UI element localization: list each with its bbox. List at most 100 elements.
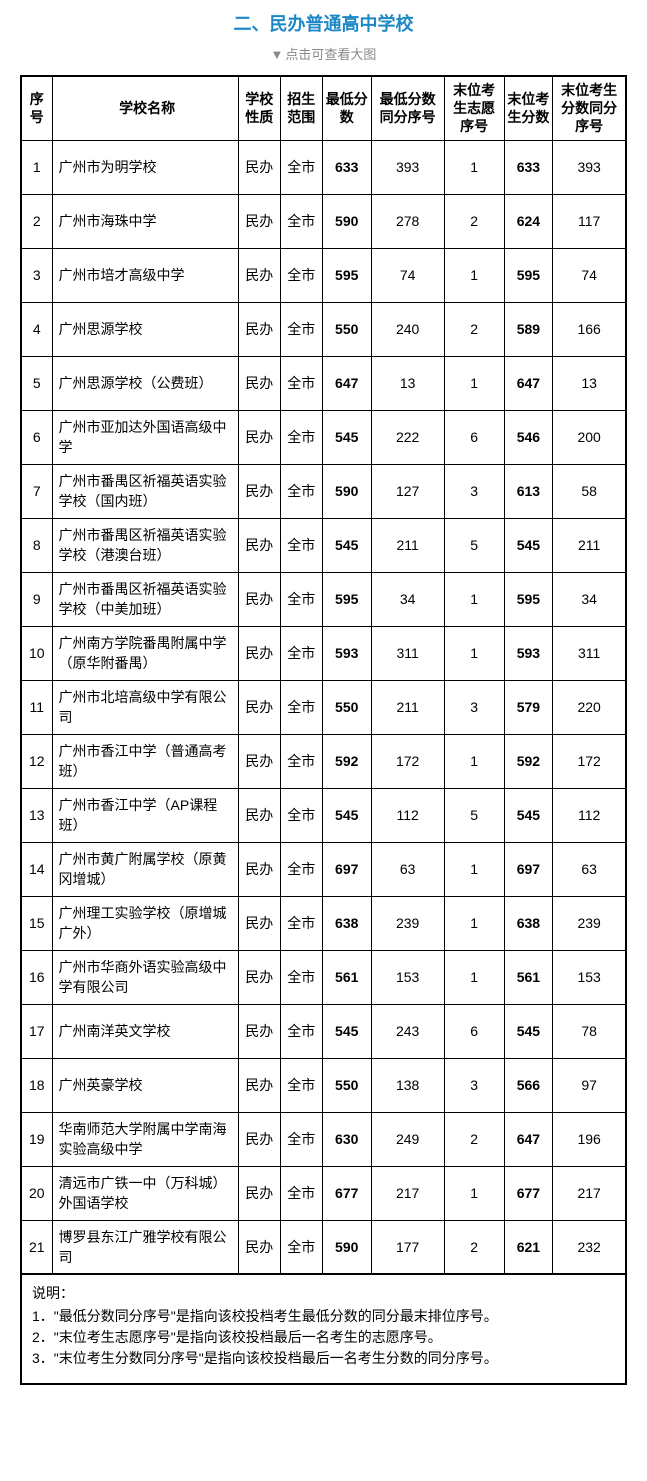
table-row: 5广州思源学校（公费班）民办全市64713164713 xyxy=(21,356,626,410)
table-cell: 民办 xyxy=(238,950,280,1004)
table-cell: 广州市黄广附属学校（原黄冈增城） xyxy=(52,842,238,896)
table-cell: 12 xyxy=(21,734,52,788)
table-cell: 311 xyxy=(371,626,444,680)
table-cell: 民办 xyxy=(238,896,280,950)
table-cell: 民办 xyxy=(238,1004,280,1058)
table-cell: 595 xyxy=(504,572,553,626)
table-cell: 550 xyxy=(322,302,371,356)
table-cell: 177 xyxy=(371,1220,444,1274)
table-cell: 全市 xyxy=(280,842,322,896)
table-cell: 全市 xyxy=(280,1058,322,1112)
table-cell: 广州英豪学校 xyxy=(52,1058,238,1112)
table-cell: 633 xyxy=(322,140,371,194)
table-cell: 561 xyxy=(322,950,371,1004)
table-cell: 647 xyxy=(504,356,553,410)
table-cell: 647 xyxy=(504,1112,553,1166)
table-cell: 全市 xyxy=(280,1112,322,1166)
table-cell: 民办 xyxy=(238,194,280,248)
table-cell: 8 xyxy=(21,518,52,572)
notes-section: 说明： 1．"最低分数同分序号"是指向该校投档考生最低分数的同分最末排位序号。 … xyxy=(20,1275,627,1385)
table-cell: 613 xyxy=(504,464,553,518)
header-minrank: 最低分数同分序号 xyxy=(371,76,444,140)
table-row: 3广州市培才高级中学民办全市59574159574 xyxy=(21,248,626,302)
table-cell: 630 xyxy=(322,1112,371,1166)
table-cell: 民办 xyxy=(238,680,280,734)
table-cell: 638 xyxy=(504,896,553,950)
table-cell: 全市 xyxy=(280,518,322,572)
subtitle-hint[interactable]: 点击可查看大图 xyxy=(20,44,627,63)
table-cell: 19 xyxy=(21,1112,52,1166)
table-cell: 5 xyxy=(444,518,504,572)
table-cell: 全市 xyxy=(280,1004,322,1058)
table-cell: 550 xyxy=(322,1058,371,1112)
table-cell: 广州市亚加达外国语高级中学 xyxy=(52,410,238,464)
table-cell: 590 xyxy=(322,464,371,518)
table-cell: 1 xyxy=(444,842,504,896)
table-cell: 11 xyxy=(21,680,52,734)
table-cell: 1 xyxy=(444,1166,504,1220)
table-cell: 638 xyxy=(322,896,371,950)
table-cell: 20 xyxy=(21,1166,52,1220)
table-cell: 民办 xyxy=(238,788,280,842)
table-cell: 595 xyxy=(504,248,553,302)
table-cell: 278 xyxy=(371,194,444,248)
table-cell: 2 xyxy=(444,1220,504,1274)
table-cell: 15 xyxy=(21,896,52,950)
table-cell: 全市 xyxy=(280,464,322,518)
table-cell: 广州市为明学校 xyxy=(52,140,238,194)
table-cell: 112 xyxy=(553,788,626,842)
table-cell: 广州市香江中学（普通高考班） xyxy=(52,734,238,788)
schools-table: 序号 学校名称 学校性质 招生范围 最低分数 最低分数同分序号 末位考生志愿序号… xyxy=(20,75,627,1275)
table-cell: 广州思源学校（公费班） xyxy=(52,356,238,410)
table-cell: 民办 xyxy=(238,842,280,896)
table-cell: 1 xyxy=(444,356,504,410)
table-header-row: 序号 学校名称 学校性质 招生范围 最低分数 最低分数同分序号 末位考生志愿序号… xyxy=(21,76,626,140)
table-row: 8广州市番禺区祈福英语实验学校（港澳台班）民办全市5452115545211 xyxy=(21,518,626,572)
table-cell: 590 xyxy=(322,194,371,248)
table-cell: 590 xyxy=(322,1220,371,1274)
table-cell: 1 xyxy=(444,896,504,950)
table-cell: 14 xyxy=(21,842,52,896)
table-cell: 广州市北培高级中学有限公司 xyxy=(52,680,238,734)
table-cell: 广州市番禺区祈福英语实验学校（中美加班） xyxy=(52,572,238,626)
table-cell: 广州市番禺区祈福英语实验学校（国内班） xyxy=(52,464,238,518)
table-cell: 1 xyxy=(444,248,504,302)
table-cell: 545 xyxy=(504,518,553,572)
table-cell: 647 xyxy=(322,356,371,410)
table-cell: 249 xyxy=(371,1112,444,1166)
table-cell: 1 xyxy=(444,572,504,626)
table-row: 20清远市广铁一中（万科城）外国语学校民办全市6772171677217 xyxy=(21,1166,626,1220)
table-row: 15广州理工实验学校（原增城广外）民办全市6382391638239 xyxy=(21,896,626,950)
table-cell: 561 xyxy=(504,950,553,1004)
table-row: 10广州南方学院番禺附属中学（原华附番禺）民办全市5933111593311 xyxy=(21,626,626,680)
table-cell: 566 xyxy=(504,1058,553,1112)
table-cell: 全市 xyxy=(280,680,322,734)
table-cell: 4 xyxy=(21,302,52,356)
table-cell: 217 xyxy=(553,1166,626,1220)
table-cell: 220 xyxy=(553,680,626,734)
table-cell: 112 xyxy=(371,788,444,842)
table-cell: 全市 xyxy=(280,140,322,194)
table-cell: 34 xyxy=(553,572,626,626)
table-row: 2广州市海珠中学民办全市5902782624117 xyxy=(21,194,626,248)
table-cell: 全市 xyxy=(280,896,322,950)
table-cell: 1 xyxy=(444,950,504,1004)
table-cell: 697 xyxy=(322,842,371,896)
table-cell: 621 xyxy=(504,1220,553,1274)
table-row: 4广州思源学校民办全市5502402589166 xyxy=(21,302,626,356)
table-cell: 10 xyxy=(21,626,52,680)
table-cell: 全市 xyxy=(280,950,322,1004)
table-cell: 7 xyxy=(21,464,52,518)
table-cell: 全市 xyxy=(280,356,322,410)
table-cell: 民办 xyxy=(238,464,280,518)
table-cell: 546 xyxy=(504,410,553,464)
table-cell: 全市 xyxy=(280,410,322,464)
table-cell: 全市 xyxy=(280,788,322,842)
table-cell: 172 xyxy=(371,734,444,788)
table-cell: 1 xyxy=(444,734,504,788)
table-cell: 2 xyxy=(444,1112,504,1166)
table-cell: 6 xyxy=(21,410,52,464)
table-cell: 78 xyxy=(553,1004,626,1058)
table-row: 6广州市亚加达外国语高级中学民办全市5452226546200 xyxy=(21,410,626,464)
table-cell: 博罗县东江广雅学校有限公司 xyxy=(52,1220,238,1274)
